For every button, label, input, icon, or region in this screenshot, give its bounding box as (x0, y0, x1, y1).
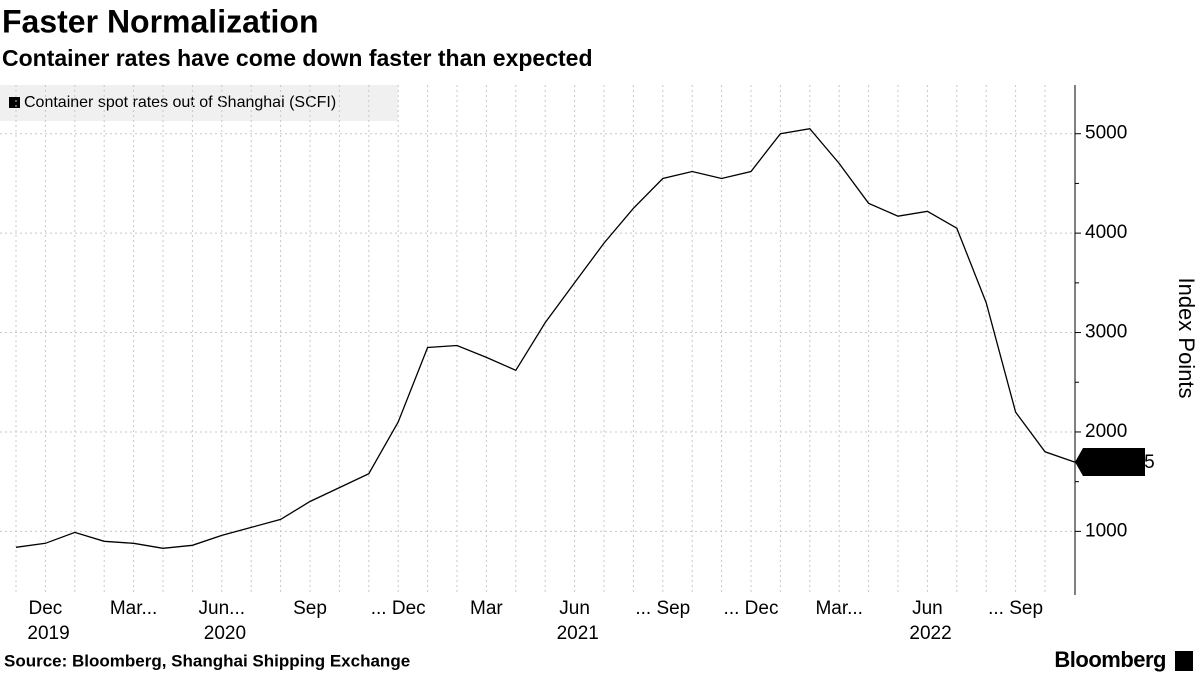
x-year-label: 2022 (909, 623, 951, 644)
x-tick-label: Sep (293, 598, 327, 619)
y-tick-label: 1000 (1085, 520, 1127, 541)
x-tick-label: Mar (470, 598, 503, 619)
chart-title: Faster Normalization (2, 3, 319, 39)
last-value-box (1075, 448, 1145, 477)
legend-swatch (9, 97, 20, 108)
x-tick-label: ... Sep (635, 598, 690, 619)
y-tick-label: 5000 (1085, 123, 1127, 144)
x-tick-label: ... Sep (988, 598, 1043, 619)
x-year-label: 2020 (204, 623, 246, 644)
last-value-label: 1697.65 (1086, 452, 1155, 473)
y-tick-label: 3000 (1085, 322, 1127, 343)
legend-box (0, 85, 398, 121)
y-axis-label: Index Points (1174, 277, 1199, 398)
x-tick-label: Mar... (110, 598, 158, 619)
y-tick-label: 4000 (1085, 222, 1127, 243)
legend-label: Container spot rates out of Shanghai (SC… (24, 94, 336, 111)
x-year-label: 2019 (27, 623, 69, 644)
x-tick-label: Jun (559, 598, 590, 619)
x-tick-label: Jun... (199, 598, 245, 619)
line (15, 127, 1075, 549)
brand: Bloomberg (1054, 647, 1166, 672)
y-tick-label: 2000 (1085, 421, 1127, 442)
source: Source: Bloomberg, Shanghai Shipping Exc… (4, 651, 410, 670)
x-year-label: 2021 (557, 623, 599, 644)
x-tick-label: ... Dec (371, 598, 426, 619)
x-tick-label: Dec (29, 598, 63, 619)
brand-icon (1175, 651, 1193, 671)
chart-subtitle: Container rates have come down faster th… (2, 45, 593, 71)
x-tick-label: Jun (912, 598, 943, 619)
x-tick-label: ... Dec (724, 598, 779, 619)
x-tick-label: Mar... (815, 598, 863, 619)
